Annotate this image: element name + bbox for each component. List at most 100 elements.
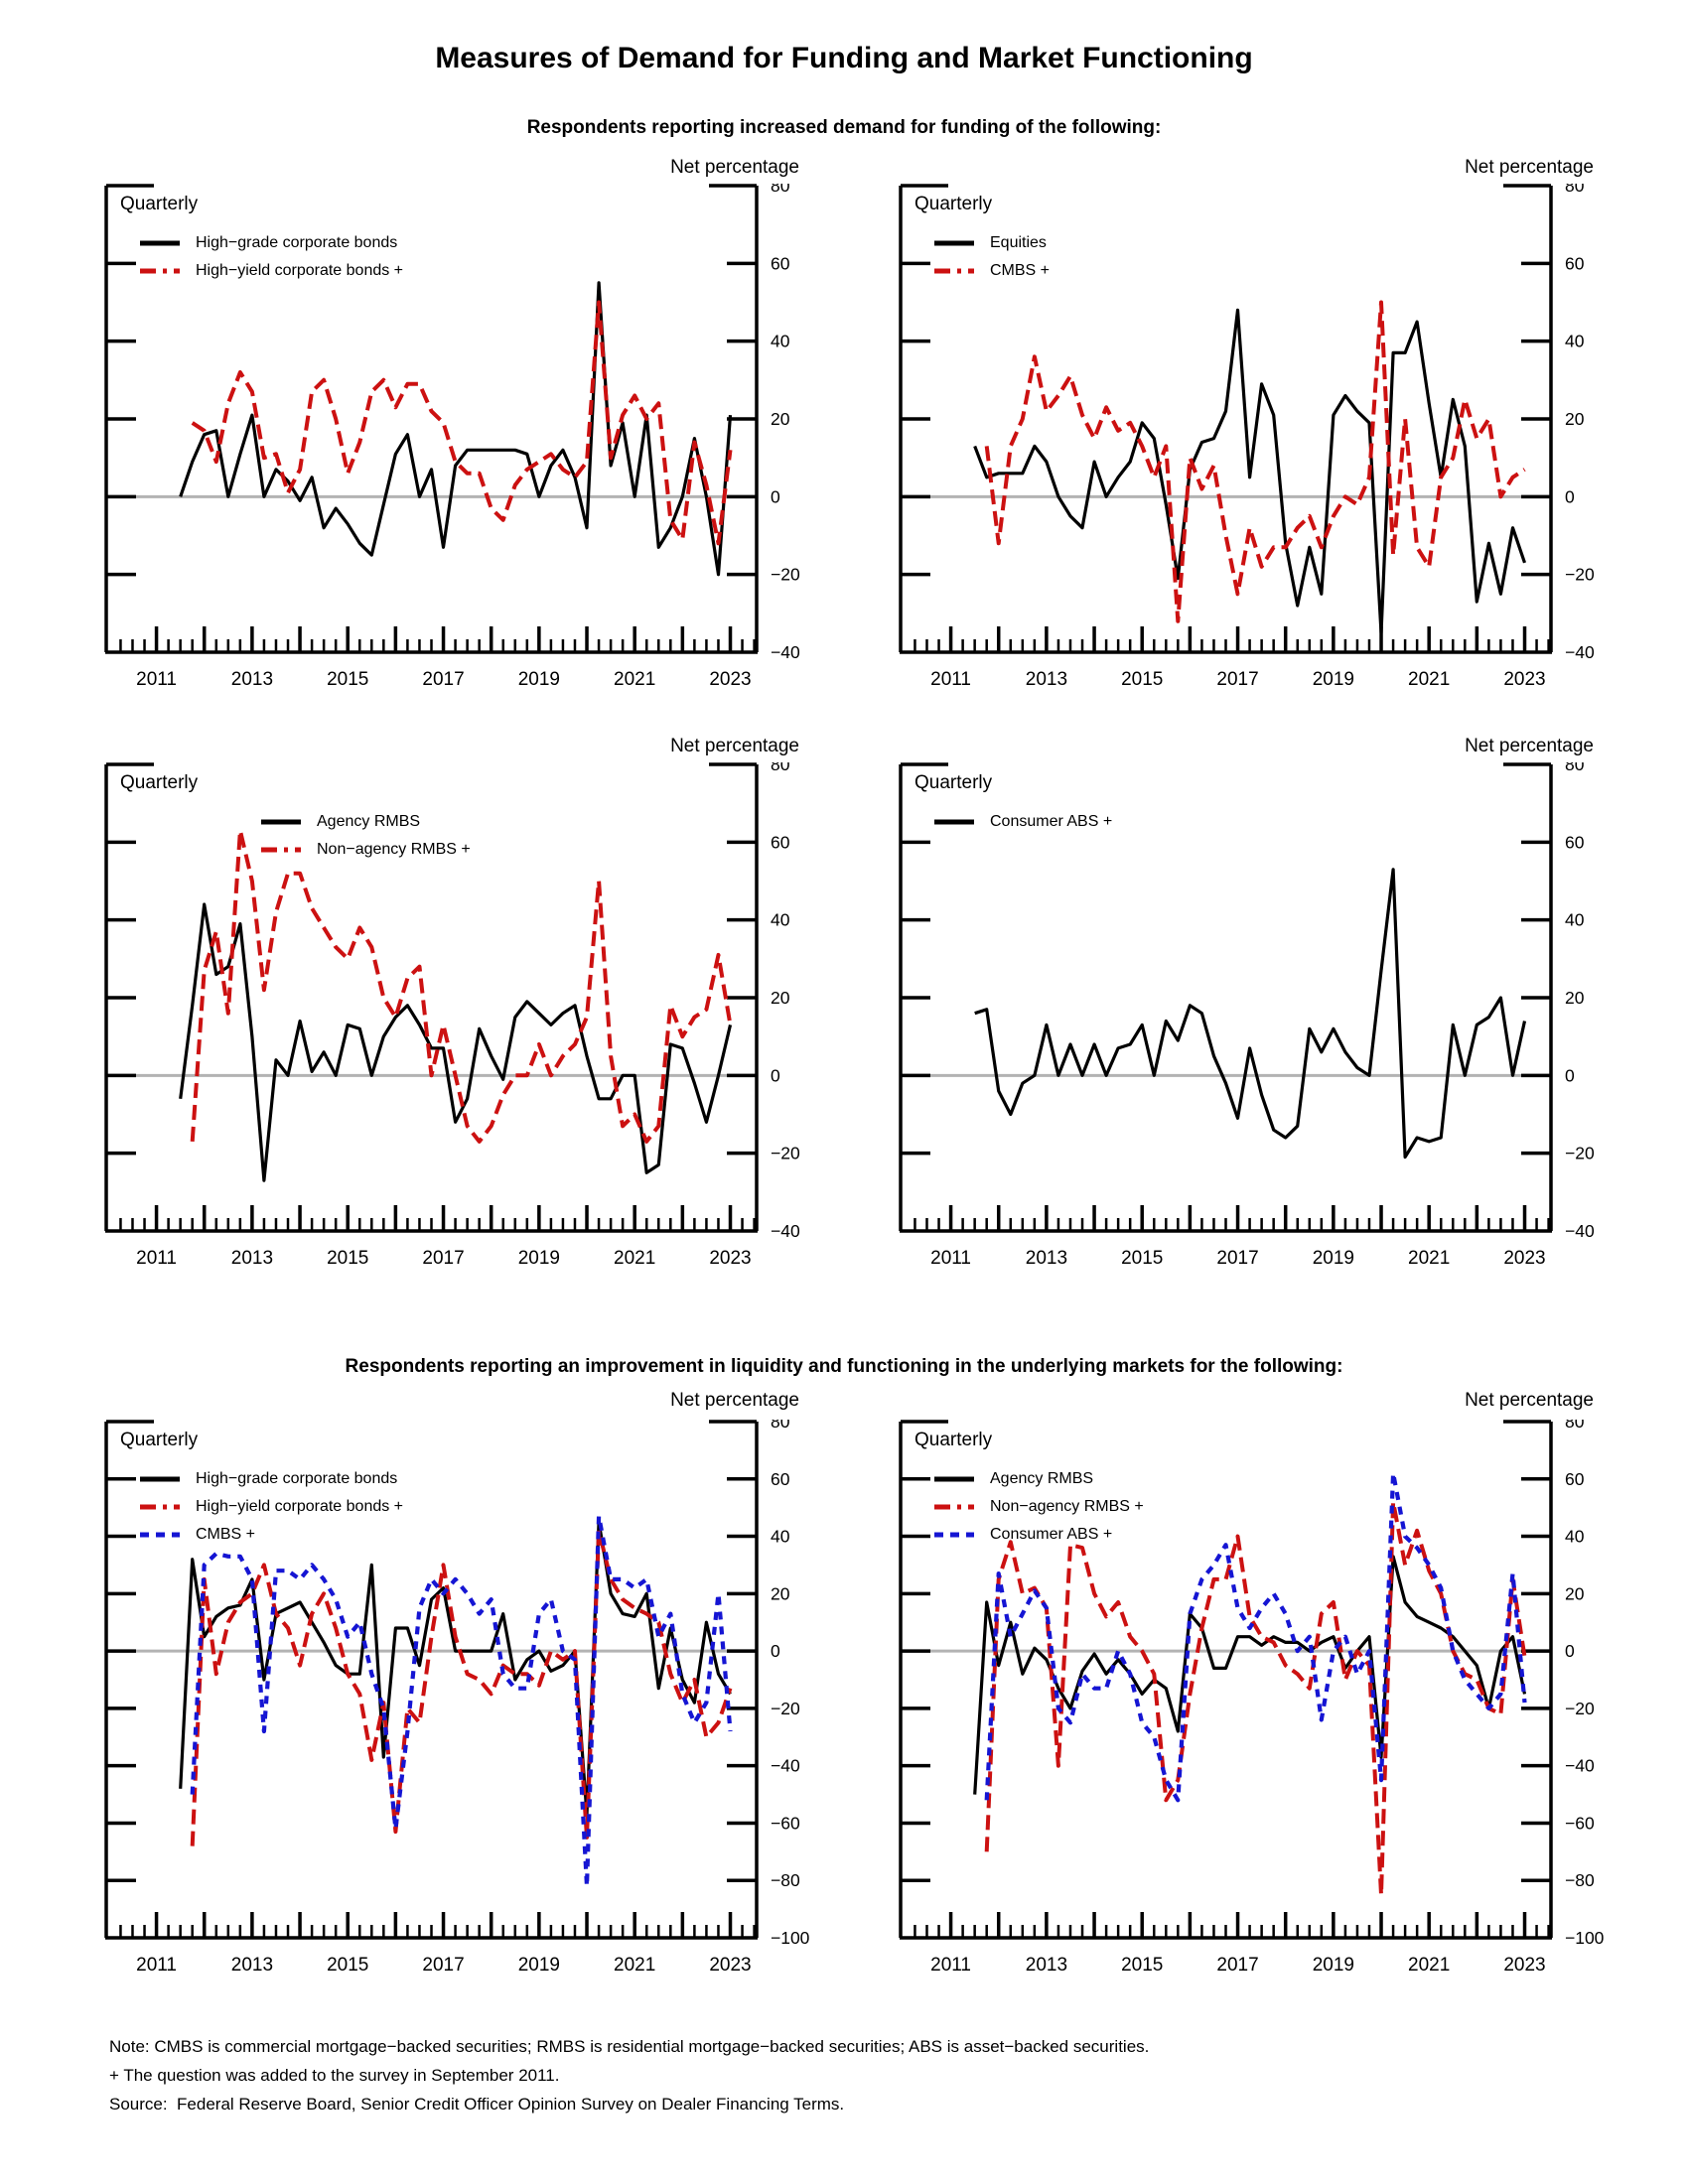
y-tick-label: 60 — [1565, 253, 1585, 273]
series-blue — [984, 1470, 1527, 1803]
y-tick-label: 0 — [1565, 1641, 1575, 1661]
x-tick-label: 2021 — [614, 669, 655, 690]
x-tick-label: 2013 — [231, 1955, 273, 1976]
legend-item: Consumer ABS + — [932, 808, 1112, 836]
legend-line-sample-red — [140, 268, 180, 274]
y-tick-label: −100 — [1565, 1928, 1605, 1948]
x-tick-label: 2017 — [422, 1248, 464, 1269]
legend-label: Equities — [990, 234, 1047, 251]
legend-label: High−yield corporate bonds + — [196, 1498, 404, 1515]
series-red — [190, 828, 733, 1144]
y-tick-label: 60 — [1565, 1469, 1585, 1489]
series-black — [179, 281, 733, 577]
y-tick-label: 40 — [1565, 332, 1585, 351]
legend: Agency RMBS Non−agency RMBS + — [259, 808, 471, 864]
legend-label: Consumer ABS + — [990, 813, 1113, 830]
y-tick-label: −60 — [1565, 1813, 1595, 1833]
legend-line-sample-black — [140, 1476, 180, 1482]
x-tick-label: 2017 — [422, 669, 464, 690]
frequency-label: Quarterly — [120, 772, 199, 793]
legend-line-sample-black — [140, 240, 180, 246]
x-tick-label: 2023 — [1503, 1955, 1545, 1976]
y-tick-label: 40 — [771, 332, 790, 351]
plot-liquidity-corporate-cmbs: 80 60 40 20 0 −20 −40 −60 −80 −100 2011 2013 2015 201… — [104, 1412, 810, 1976]
y-tick-label: −40 — [771, 642, 800, 662]
y-tick-label: 20 — [1565, 988, 1585, 1008]
x-tick-label: 2011 — [930, 1248, 971, 1269]
legend-label: Agency RMBS — [317, 813, 421, 830]
y-tick-label: 20 — [1565, 409, 1585, 429]
legend-line-sample-black — [934, 1476, 974, 1482]
y-tick-label: −40 — [1565, 642, 1595, 662]
y-tick-label: 40 — [771, 1527, 790, 1547]
series-blue — [190, 1514, 733, 1889]
chart-panel-demand-rmbs: 80 60 40 20 0 −20 −40 2011 2013 2015 2017 2019 2021 2… — [104, 754, 854, 1284]
series-red — [191, 300, 733, 546]
y-tick-label: 40 — [1565, 910, 1585, 930]
plot-demand-rmbs: 80 60 40 20 0 −20 −40 2011 2013 2015 2017 2019 2021 2… — [104, 754, 800, 1269]
legend-label: High−grade corporate bonds — [196, 234, 398, 251]
y-axis-title: Net percentage — [670, 1390, 799, 1411]
x-tick-label: 2021 — [1408, 1955, 1450, 1976]
legend-line-sample-black — [261, 819, 301, 825]
x-tick-label: 2013 — [1026, 669, 1067, 690]
x-tick-label: 2023 — [709, 1248, 751, 1269]
x-tick-label: 2021 — [614, 1248, 655, 1269]
legend-item: High−grade corporate bonds — [138, 1465, 403, 1493]
y-tick-label: 80 — [771, 184, 790, 196]
y-tick-label: 0 — [1565, 486, 1575, 506]
x-tick-label: 2011 — [136, 1955, 177, 1976]
x-tick-label: 2015 — [327, 1248, 368, 1269]
x-tick-label: 2015 — [1121, 669, 1163, 690]
legend-item: Consumer ABS + — [932, 1521, 1144, 1549]
legend-item: Agency RMBS — [932, 1465, 1144, 1493]
chart-panel-demand-corporate-bonds: 80 60 40 20 0 −20 −40 2011 2013 2015 2017 2019 2021 2… — [104, 176, 854, 705]
legend: High−grade corporate bonds High−yield cor… — [138, 229, 403, 285]
legend-item: Agency RMBS — [259, 808, 471, 836]
x-tick-label: 2015 — [327, 1955, 368, 1976]
y-tick-label: 60 — [771, 1469, 790, 1489]
legend-item: CMBS + — [932, 257, 1050, 285]
y-tick-label: −80 — [771, 1870, 800, 1890]
legend-label: CMBS + — [196, 1526, 256, 1543]
legend-label: CMBS + — [990, 262, 1051, 279]
legend: Equities CMBS + — [932, 229, 1050, 285]
y-tick-label: 20 — [771, 1583, 790, 1603]
legend-line-sample-red — [934, 268, 974, 274]
y-axis-title: Net percentage — [1465, 1390, 1594, 1411]
frequency-label: Quarterly — [914, 1430, 993, 1450]
y-tick-label: 80 — [1565, 1420, 1585, 1432]
y-tick-label: 20 — [771, 409, 790, 429]
legend-line-sample-red — [934, 1504, 974, 1510]
plot-demand-consumer-abs: 80 60 40 20 0 −20 −40 2011 2013 2015 2017 2019 2021 2… — [899, 754, 1595, 1269]
legend-item: High−grade corporate bonds — [138, 229, 403, 257]
x-tick-label: 2011 — [136, 1248, 177, 1269]
y-tick-label: 80 — [1565, 762, 1585, 774]
legend: Agency RMBS Non−agency RMBS + Consumer ABS… — [932, 1465, 1144, 1549]
x-tick-label: 2013 — [1026, 1248, 1067, 1269]
x-tick-label: 2019 — [1313, 669, 1354, 690]
x-tick-label: 2015 — [1121, 1248, 1163, 1269]
x-tick-label: 2013 — [1026, 1955, 1067, 1976]
y-tick-label: 60 — [771, 832, 790, 852]
x-tick-label: 2019 — [518, 1248, 560, 1269]
y-tick-label: 80 — [1565, 184, 1585, 196]
plot-demand-equities-cmbs: 80 60 40 20 0 −20 −40 2011 2013 2015 2017 2019 2021 2… — [899, 176, 1595, 690]
y-tick-label: −40 — [771, 1756, 800, 1776]
y-tick-label: 40 — [1565, 1527, 1585, 1547]
legend-item: Equities — [932, 229, 1050, 257]
x-tick-label: 2019 — [1313, 1248, 1354, 1269]
y-tick-label: 40 — [771, 910, 790, 930]
x-tick-label: 2013 — [231, 1248, 273, 1269]
legend-label: Non−agency RMBS + — [317, 841, 471, 858]
y-tick-label: 60 — [771, 253, 790, 273]
legend: High−grade corporate bonds High−yield cor… — [138, 1465, 403, 1549]
note-text: Note: CMBS is commercial mortgage−backed… — [109, 2037, 1150, 2056]
y-tick-label: −20 — [771, 565, 800, 585]
plot-demand-corporate-bonds: 80 60 40 20 0 −20 −40 2011 2013 2015 2017 2019 2021 2… — [104, 176, 800, 690]
x-tick-label: 2023 — [1503, 669, 1545, 690]
legend-line-sample-red — [261, 847, 301, 853]
frequency-label: Quarterly — [120, 194, 199, 214]
y-tick-label: −100 — [771, 1928, 810, 1948]
